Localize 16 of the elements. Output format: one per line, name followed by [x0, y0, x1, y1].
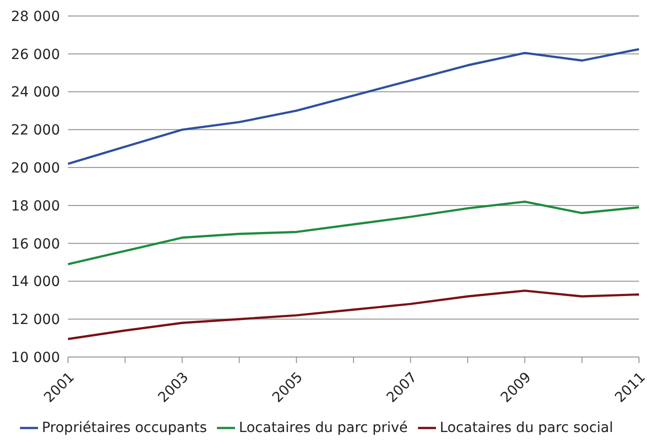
- y-tick-label: 24 000: [11, 84, 60, 101]
- legend-label: Locataires du parc privé: [238, 420, 408, 436]
- legend-label: Locataires du parc social: [440, 420, 614, 436]
- line-series: [66, 290, 640, 340]
- line-series: [66, 200, 640, 266]
- y-tick-label: 16 000: [11, 236, 60, 252]
- line-series: [66, 48, 640, 165]
- y-tick-label: 26 000: [11, 46, 60, 63]
- y-tick-label: 14 000: [11, 274, 60, 290]
- y-tick-label: 10 000: [11, 350, 60, 366]
- y-tick-label: 28 000: [11, 8, 60, 25]
- legend-label: Propriétaires occupants: [42, 420, 207, 436]
- y-tick-label: 18 000: [11, 198, 60, 214]
- y-tick-label: 12 000: [11, 312, 60, 328]
- y-tick-label: 22 000: [11, 122, 60, 139]
- y-tick-label: 20 000: [11, 160, 60, 177]
